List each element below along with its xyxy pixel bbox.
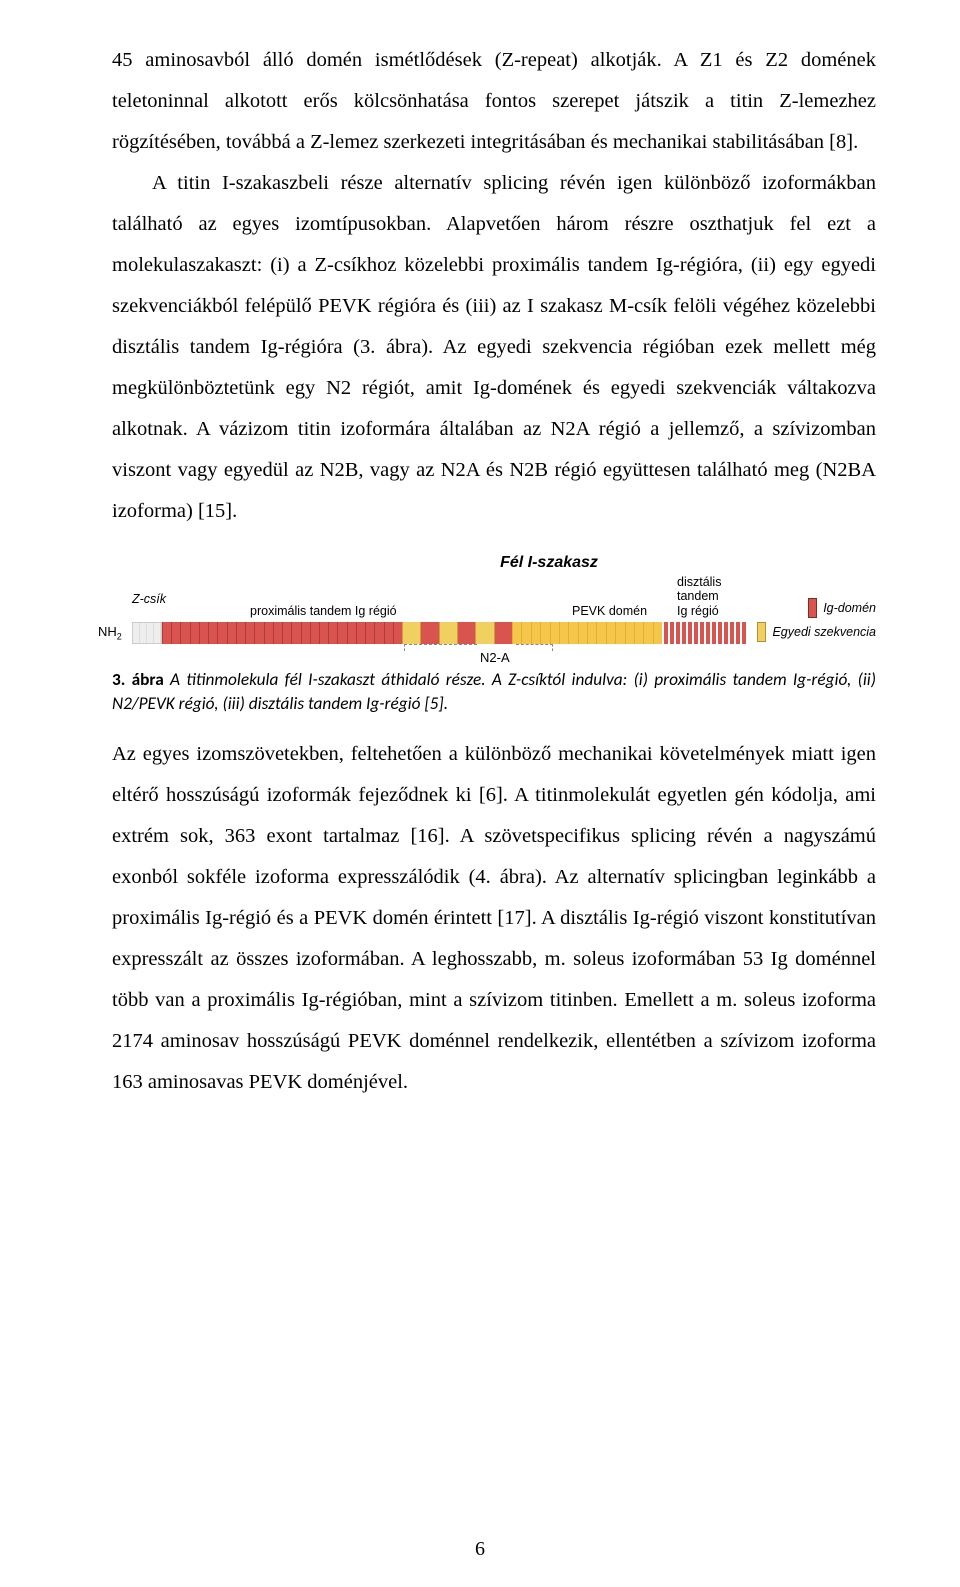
distal-ig-region [662, 622, 746, 644]
n2a-label: N2-A [480, 650, 510, 665]
z-csik-label: Z-csík [132, 592, 166, 606]
nh2-label: NH2 [98, 624, 122, 642]
page: 45 aminosavból álló domén ismétlődések (… [0, 0, 960, 1587]
figure-3-caption: 3. ábra A titinmolekula fél I-szakaszt á… [112, 668, 876, 716]
proximal-ig-region [162, 622, 402, 644]
legend-unique-seq: Egyedi szekvencia [757, 622, 876, 642]
figure-3: Fél I-szakasz Z-csík proximális tandem I… [112, 554, 876, 646]
distal-ig-label: disztális tandem Ig régió [677, 575, 721, 618]
proximal-ig-label: proximális tandem Ig régió [250, 604, 397, 618]
n2a-region [402, 622, 512, 644]
pevk-region [512, 622, 662, 644]
page-number: 6 [0, 1538, 960, 1561]
legend-ig-domain: Ig-domén [808, 598, 876, 618]
titin-diagram: NH2 Egyedi szekvencia N2-A [112, 620, 876, 646]
caption-text: A titinmolekula fél I-szakaszt áthidaló … [112, 669, 876, 714]
legend-ig-swatch [808, 598, 817, 618]
titin-track [132, 622, 746, 644]
paragraph-2: A titin I-szakaszbeli része alternatív s… [112, 163, 876, 532]
figure-label-row: Z-csík proximális tandem Ig régió PEVK d… [112, 576, 876, 620]
figure-title: Fél I-szakasz [222, 554, 876, 572]
n2a-dash-right [516, 644, 553, 651]
caption-number: 3. ábra [112, 669, 164, 690]
legend-unique-swatch [757, 622, 766, 642]
paragraph-1: 45 aminosavból álló domén ismétlődések (… [112, 40, 876, 163]
pevk-label: PEVK domén [572, 604, 647, 618]
paragraph-3: Az egyes izomszövetekben, feltehetően a … [112, 734, 876, 1103]
n2a-dash-left [404, 644, 477, 651]
z-disk-region [132, 622, 162, 644]
